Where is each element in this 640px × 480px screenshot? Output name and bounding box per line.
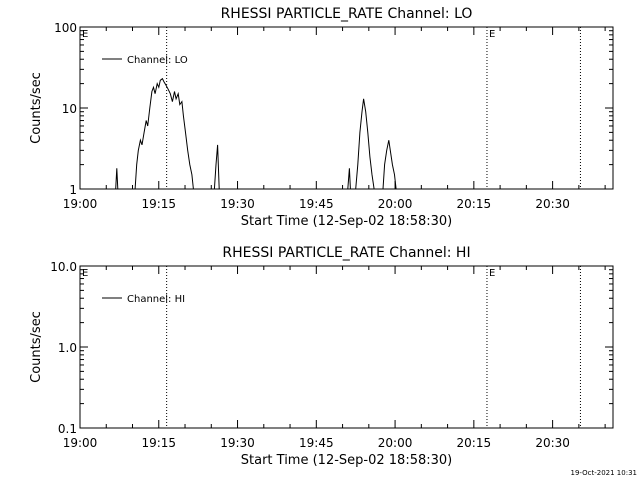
chart-panel-1: RHESSI PARTICLE_RATE Channel: LO 19:00 19:… bbox=[29, 6, 614, 229]
x-tick-label: 20:30 bbox=[535, 436, 570, 450]
charts-layer: RHESSI PARTICLE_RATE Channel: LO 19:00 19:… bbox=[29, 6, 614, 468]
x-tick-label: 19:15 bbox=[141, 197, 176, 211]
x-tick-label: 19:30 bbox=[220, 436, 255, 450]
y-tick-label: 1.0 bbox=[58, 341, 77, 355]
y-tick-label: 10 bbox=[62, 102, 77, 116]
x-tick-label: 20:15 bbox=[457, 436, 492, 450]
chart-title: RHESSI PARTICLE_RATE Channel: HI bbox=[222, 245, 470, 261]
event-marker-label: E bbox=[82, 29, 88, 40]
y-axis-label: Counts/sec bbox=[29, 72, 44, 144]
event-marker-label: E bbox=[489, 29, 495, 40]
event-marker-label: E bbox=[489, 268, 495, 279]
y-tick-label: 1 bbox=[69, 183, 77, 197]
x-axis-label: Start Time (12-Sep-02 18:58:30) bbox=[241, 453, 452, 468]
event-marker-label: E bbox=[82, 268, 88, 279]
chart-panel-2: RHESSI PARTICLE_RATE Channel: HI 19:00 19:… bbox=[29, 245, 614, 468]
x-tick-label: 19:45 bbox=[299, 436, 334, 450]
x-tick-label: 19:00 bbox=[63, 436, 98, 450]
y-tick-label: 0.1 bbox=[58, 422, 77, 436]
legend-label: Channel: LO bbox=[127, 55, 188, 66]
x-tick-label: 19:45 bbox=[299, 197, 334, 211]
x-axis-label: Start Time (12-Sep-02 18:58:30) bbox=[241, 214, 452, 229]
y-axis-label: Counts/sec bbox=[29, 311, 44, 383]
legend-label: Channel: HI bbox=[127, 294, 185, 305]
y-tick-label: 10.0 bbox=[50, 260, 77, 274]
x-tick-label: 20:00 bbox=[378, 436, 413, 450]
chart-title: RHESSI PARTICLE_RATE Channel: LO bbox=[221, 6, 473, 22]
x-tick-label: 20:15 bbox=[457, 197, 492, 211]
x-tick-label: 20:30 bbox=[535, 197, 570, 211]
x-tick-label: 19:15 bbox=[141, 436, 176, 450]
y-tick-label: 100 bbox=[54, 21, 77, 35]
x-tick-label: 19:00 bbox=[63, 197, 98, 211]
x-tick-label: 19:30 bbox=[220, 197, 255, 211]
x-tick-label: 20:00 bbox=[378, 197, 413, 211]
timestamp-footer: 19-Oct-2021 10:31 bbox=[571, 469, 637, 477]
series-line-1 bbox=[115, 77, 398, 190]
